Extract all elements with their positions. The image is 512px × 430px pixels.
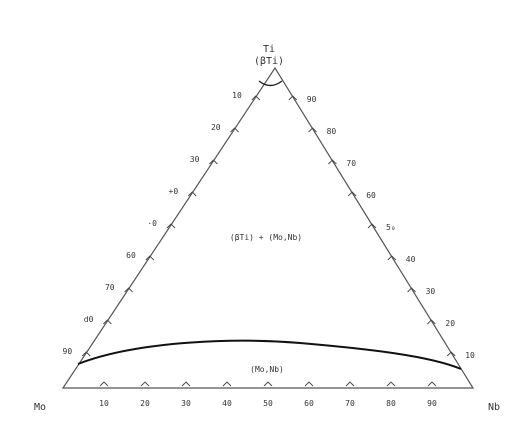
bottom-tick-mark	[100, 382, 108, 386]
right-tick-label: 30	[426, 287, 436, 296]
region-label-upper: (βTi) + (Mo,Nb)	[230, 233, 302, 242]
left-tick-label: 10	[232, 91, 242, 100]
vertex-label-ti: Ti	[263, 44, 275, 55]
bottom-tick-label: 90	[427, 399, 437, 408]
right-tick-label: 70	[346, 159, 356, 168]
bottom-tick-mark	[387, 382, 395, 386]
left-tick-label: 60	[126, 251, 136, 260]
ti-corner-boundary	[259, 81, 282, 86]
left-tick-label: ·0	[147, 219, 157, 228]
right-tick-label: 80	[327, 127, 337, 136]
bottom-tick-mark	[264, 382, 272, 386]
left-tick-label: 70	[105, 283, 115, 292]
bottom-tick-mark	[141, 382, 149, 386]
left-tick-label: +0	[169, 187, 179, 196]
right-tick-mark	[388, 256, 396, 260]
bottom-tick-label: 30	[181, 399, 191, 408]
left-tick-label: 30	[190, 155, 200, 164]
right-tick-label: 20	[445, 319, 455, 328]
right-tick-mark	[427, 320, 435, 324]
region-label-lower: (Mo,Nb)	[250, 365, 284, 374]
bottom-tick-mark	[182, 382, 190, 386]
left-tick-label: 20	[211, 123, 221, 132]
right-tick-label: 90	[307, 95, 317, 104]
left-edge-ticks: 10 20 30 +0 ·0 60 70 d0 90	[63, 91, 260, 356]
right-tick-label: 40	[406, 255, 416, 264]
bottom-tick-label: 80	[386, 399, 396, 408]
triangle-outline	[63, 68, 473, 388]
bottom-tick-label: 40	[222, 399, 232, 408]
bottom-tick-label: 60	[304, 399, 314, 408]
right-tick-mark	[447, 352, 455, 356]
bottom-tick-mark	[305, 382, 313, 386]
bottom-tick-mark	[223, 382, 231, 386]
right-tick-mark	[368, 224, 376, 228]
bottom-tick-mark	[428, 382, 436, 386]
right-tick-mark	[328, 160, 336, 164]
bottom-tick-label: 50	[263, 399, 273, 408]
right-tick-label: 60	[366, 191, 376, 200]
right-tick-label: 10	[465, 351, 475, 360]
vertex-label-nb: Nb	[488, 402, 500, 413]
left-tick-label: 90	[63, 347, 73, 356]
bottom-edge-ticks: 10 20 30 40 50 60 70 80 90	[99, 382, 437, 408]
bottom-tick-mark	[346, 382, 354, 386]
right-tick-mark	[348, 192, 356, 196]
bottom-tick-label: 10	[99, 399, 109, 408]
bottom-tick-label: 20	[140, 399, 150, 408]
left-tick-label: d0	[84, 315, 94, 324]
right-tick-mark	[309, 128, 317, 132]
vertex-sublabel-beta-ti: (βTi)	[254, 56, 284, 67]
vertex-label-mo: Mo	[34, 402, 46, 413]
bottom-tick-label: 70	[345, 399, 355, 408]
right-tick-label: 5₀	[386, 223, 396, 232]
right-tick-mark	[289, 96, 297, 100]
right-tick-mark	[408, 288, 416, 292]
